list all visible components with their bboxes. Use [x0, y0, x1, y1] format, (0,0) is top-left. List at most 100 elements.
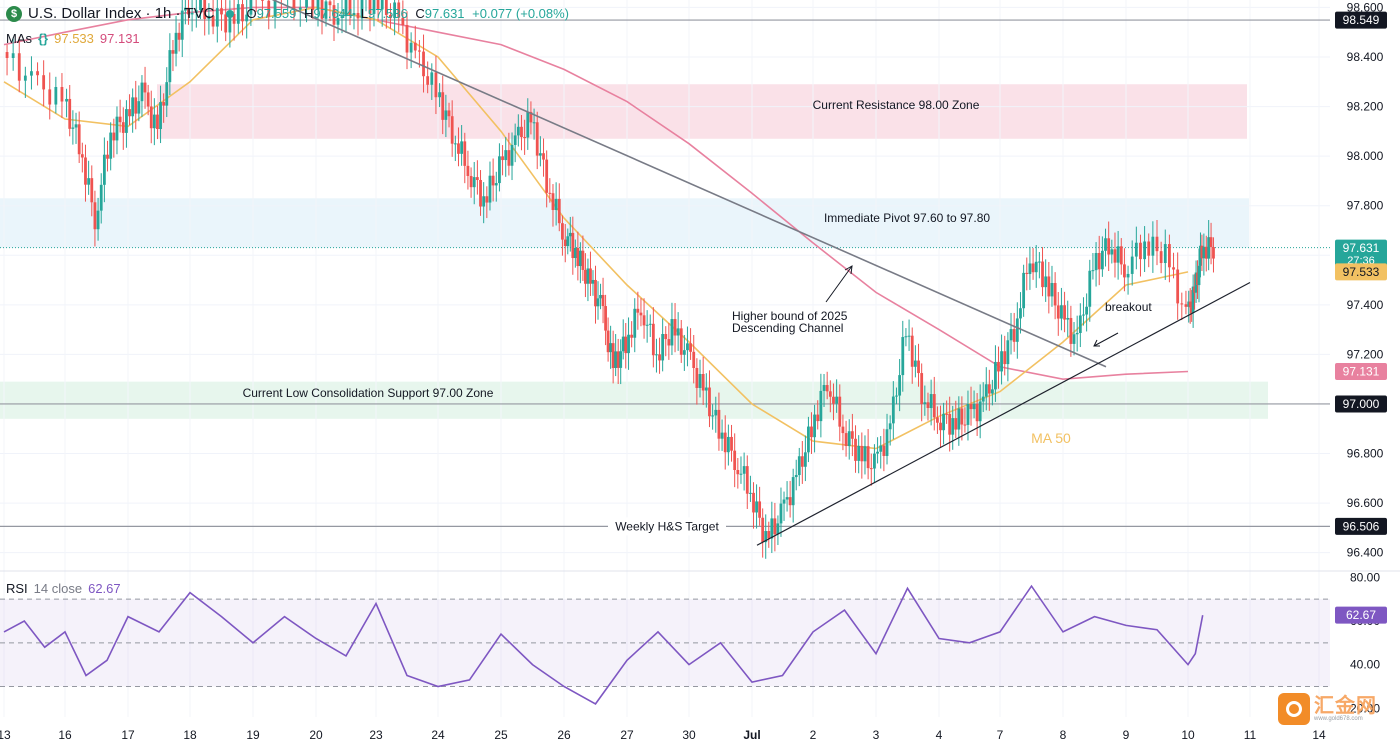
candle-body	[1193, 286, 1196, 293]
candle-body	[479, 179, 482, 207]
candle-body	[1187, 301, 1191, 307]
candle-body	[794, 475, 798, 478]
rsi-value: 62.67	[88, 581, 121, 596]
candle-body	[850, 431, 854, 439]
candle-body	[466, 165, 470, 176]
candle-body	[1176, 269, 1180, 304]
candle-body	[190, 12, 194, 15]
candle-body	[752, 492, 755, 513]
candle-body	[1078, 315, 1082, 333]
candle-body	[601, 294, 605, 307]
candle-body	[529, 111, 533, 123]
ma50-line	[3, 6, 1189, 450]
candle-body	[267, 0, 271, 17]
candle-body	[910, 335, 914, 367]
candle-body	[614, 351, 618, 368]
candle-body	[245, 14, 249, 22]
candle-body	[1155, 236, 1159, 252]
rsi-label[interactable]: RSI	[6, 581, 28, 596]
candle-body	[557, 198, 561, 224]
candle-body	[311, 0, 315, 10]
symbol-title[interactable]: U.S. Dollar Index · 1h · TVC	[28, 5, 215, 22]
candle-body	[372, 0, 376, 14]
candle-body	[832, 396, 835, 404]
candle-body	[639, 312, 643, 316]
candle-body	[942, 413, 945, 431]
candle-body	[578, 250, 582, 267]
candle-body	[573, 247, 577, 259]
candle-body	[954, 418, 958, 430]
symbol-icon[interactable]: $	[6, 5, 22, 22]
y-tick-label: 97.200	[1347, 347, 1384, 361]
annotation-arrowhead	[844, 265, 853, 275]
candle-body	[963, 424, 967, 426]
price-tag-label: 98.549	[1343, 13, 1380, 27]
candle-body	[800, 456, 804, 467]
candle-body	[422, 51, 425, 77]
candle-body	[220, 8, 223, 15]
candle-body	[194, 10, 198, 13]
candle-body	[895, 395, 898, 397]
candle-body	[526, 111, 530, 138]
candle-body	[568, 232, 572, 237]
candle-body	[926, 402, 930, 409]
x-tick-label: 17	[121, 728, 135, 742]
candle-body	[1209, 237, 1213, 248]
candle-body	[951, 418, 955, 435]
ma-label[interactable]: MAs	[6, 31, 32, 46]
candle-body	[71, 127, 75, 129]
candle-body	[969, 403, 973, 410]
candle-body	[1123, 264, 1126, 278]
candle-body	[494, 183, 498, 186]
x-tick-label: 10	[1181, 728, 1195, 742]
candle-body	[563, 239, 567, 247]
candle-body	[788, 497, 792, 506]
y-tick-label: 98.400	[1347, 50, 1384, 64]
candle-body	[332, 5, 336, 25]
y-tick-label: 97.400	[1347, 298, 1384, 312]
candle-body	[835, 396, 839, 404]
candle-body	[1200, 245, 1204, 259]
zone-2	[0, 381, 1268, 419]
candle-body	[1069, 317, 1073, 344]
candle-body	[917, 360, 920, 374]
annotation: Higher bound of 2025	[732, 309, 848, 323]
candle-body	[673, 319, 677, 336]
ma-toggle-icon[interactable]: {}	[38, 31, 49, 46]
candle-body	[606, 330, 610, 353]
candle-body	[807, 426, 810, 453]
candle-body	[726, 436, 730, 453]
x-tick-label: 9	[1123, 728, 1130, 742]
candle-body	[215, 8, 219, 27]
candle-body	[847, 431, 851, 447]
candle-body	[5, 52, 9, 58]
x-tick-label: 18	[183, 728, 197, 742]
candle-body	[975, 403, 979, 422]
candle-body	[159, 102, 162, 130]
zone-label: Immediate Pivot 97.60 to 97.80	[824, 211, 990, 225]
candle-body	[984, 384, 988, 397]
candle-body	[177, 32, 181, 40]
candle-body	[692, 351, 696, 369]
hline-label: Weekly H&S Target	[615, 519, 719, 533]
candle-body	[1172, 267, 1175, 270]
candle-body	[736, 469, 740, 475]
candle-body	[1094, 253, 1098, 271]
candle-body	[463, 141, 467, 166]
x-tick-label: 13	[0, 728, 11, 742]
candle-body	[879, 445, 883, 452]
candle-body	[1159, 251, 1163, 264]
candle-body	[841, 426, 845, 434]
candle-body	[1009, 329, 1013, 341]
candle-body	[1197, 265, 1201, 286]
candle-body	[816, 414, 820, 422]
candle-body	[948, 413, 952, 435]
candle-body	[441, 92, 445, 120]
candle-body	[491, 175, 495, 186]
candle-body	[698, 374, 702, 388]
candle-body	[472, 177, 476, 188]
candle-body	[143, 82, 147, 93]
candle-body	[131, 97, 135, 117]
rsi-tag-label: 62.67	[1346, 608, 1376, 622]
candle-body	[1085, 306, 1089, 315]
